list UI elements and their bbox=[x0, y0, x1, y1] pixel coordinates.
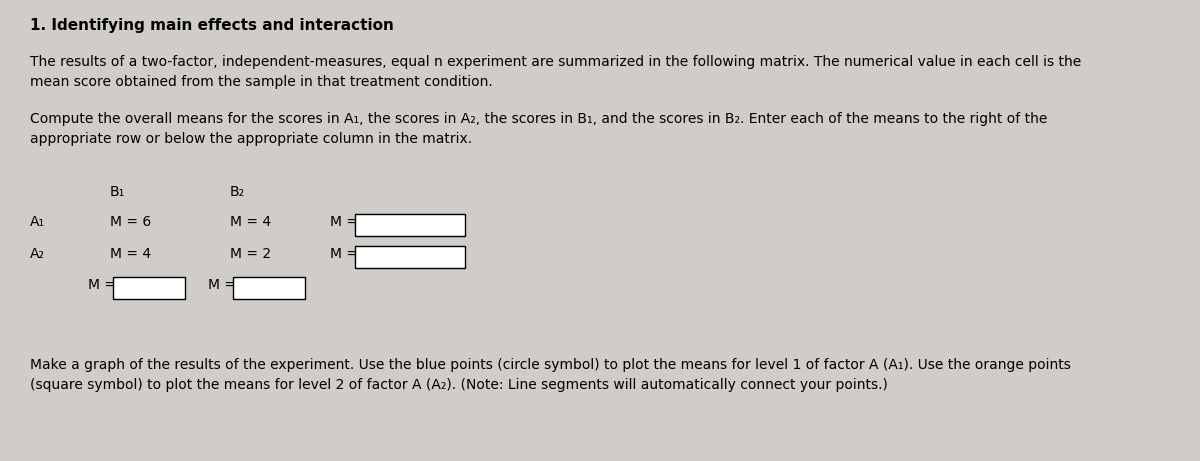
Text: Make a graph of the results of the experiment. Use the blue points (circle symbo: Make a graph of the results of the exper… bbox=[30, 358, 1070, 372]
FancyBboxPatch shape bbox=[233, 277, 305, 299]
Text: M = 4: M = 4 bbox=[230, 215, 271, 229]
FancyBboxPatch shape bbox=[355, 214, 466, 236]
FancyBboxPatch shape bbox=[113, 277, 185, 299]
Text: mean score obtained from the sample in that treatment condition.: mean score obtained from the sample in t… bbox=[30, 75, 493, 89]
Text: B₁: B₁ bbox=[110, 185, 125, 199]
Text: The results of a two-factor, independent-measures, equal n experiment are summar: The results of a two-factor, independent… bbox=[30, 55, 1081, 69]
Text: M =: M = bbox=[208, 278, 236, 292]
Text: M = 6: M = 6 bbox=[110, 215, 151, 229]
Text: 1. Identifying main effects and interaction: 1. Identifying main effects and interact… bbox=[30, 18, 394, 33]
Text: M =: M = bbox=[88, 278, 116, 292]
Text: M =: M = bbox=[330, 247, 358, 261]
Text: M = 2: M = 2 bbox=[230, 247, 271, 261]
Text: A₂: A₂ bbox=[30, 247, 46, 261]
Text: appropriate row or below the appropriate column in the matrix.: appropriate row or below the appropriate… bbox=[30, 132, 472, 146]
Text: M = 4: M = 4 bbox=[110, 247, 151, 261]
Text: (square symbol) to plot the means for level 2 of factor A (A₂). (Note: Line segm: (square symbol) to plot the means for le… bbox=[30, 378, 888, 392]
Text: Compute the overall means for the scores in A₁, the scores in A₂, the scores in : Compute the overall means for the scores… bbox=[30, 112, 1048, 126]
Text: B₂: B₂ bbox=[230, 185, 245, 199]
Text: A₁: A₁ bbox=[30, 215, 46, 229]
FancyBboxPatch shape bbox=[355, 246, 466, 268]
Text: M =: M = bbox=[330, 215, 358, 229]
